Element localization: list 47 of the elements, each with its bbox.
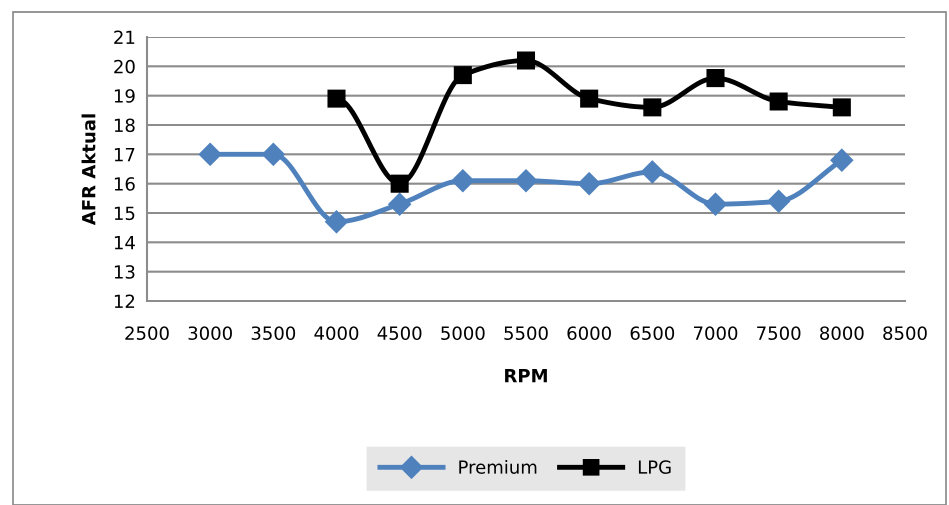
y-tick-label: 16 bbox=[114, 177, 135, 191]
y-tick-label: 20 bbox=[114, 60, 135, 74]
y-axis-title: AFR Aktual bbox=[82, 114, 96, 226]
point bbox=[767, 190, 790, 213]
point bbox=[325, 210, 348, 234]
x-tick-label: 3000 bbox=[188, 326, 232, 340]
x-tick-label: 4000 bbox=[314, 326, 358, 340]
point bbox=[516, 51, 536, 70]
x-tick-label: 7000 bbox=[694, 326, 738, 340]
point bbox=[514, 169, 538, 192]
point bbox=[451, 169, 474, 192]
x-tick-label: 6000 bbox=[567, 326, 611, 340]
y-tick-label: 15 bbox=[114, 206, 134, 220]
x-tick-label: 5500 bbox=[504, 326, 548, 340]
x-tick-label: 6500 bbox=[630, 326, 674, 340]
legend-label: Premium bbox=[459, 460, 536, 474]
point bbox=[580, 90, 598, 108]
y-tick-label: 21 bbox=[114, 30, 134, 44]
x-axis-title: RPM bbox=[505, 369, 547, 382]
point bbox=[454, 66, 472, 84]
legend-label: LPG bbox=[638, 460, 671, 474]
point bbox=[262, 142, 285, 166]
x-tick-label: 7500 bbox=[757, 326, 800, 340]
point bbox=[832, 98, 851, 116]
x-tick-label: 3500 bbox=[252, 326, 296, 340]
x-tick-label: 5000 bbox=[441, 326, 485, 340]
y-tick-label: 17 bbox=[114, 148, 134, 162]
point bbox=[327, 90, 346, 108]
y-tick-label: 12 bbox=[114, 294, 134, 308]
x-tick-label: 2500 bbox=[125, 326, 169, 340]
y-tick-label: 19 bbox=[114, 89, 135, 103]
point bbox=[578, 172, 601, 196]
point bbox=[704, 192, 727, 216]
y-tick-label: 13 bbox=[114, 265, 134, 279]
point bbox=[643, 98, 662, 116]
y-tick-label: 18 bbox=[114, 118, 135, 132]
point bbox=[198, 142, 222, 166]
x-tick-label: 4500 bbox=[378, 326, 422, 340]
point bbox=[770, 92, 788, 111]
x-tick-label: 8500 bbox=[883, 326, 927, 340]
point bbox=[388, 192, 412, 216]
point bbox=[640, 160, 664, 184]
point bbox=[390, 174, 409, 193]
y-tick-label: 14 bbox=[114, 236, 135, 250]
x-tick-label: 8000 bbox=[820, 326, 864, 340]
point bbox=[706, 69, 725, 88]
point bbox=[830, 148, 854, 172]
